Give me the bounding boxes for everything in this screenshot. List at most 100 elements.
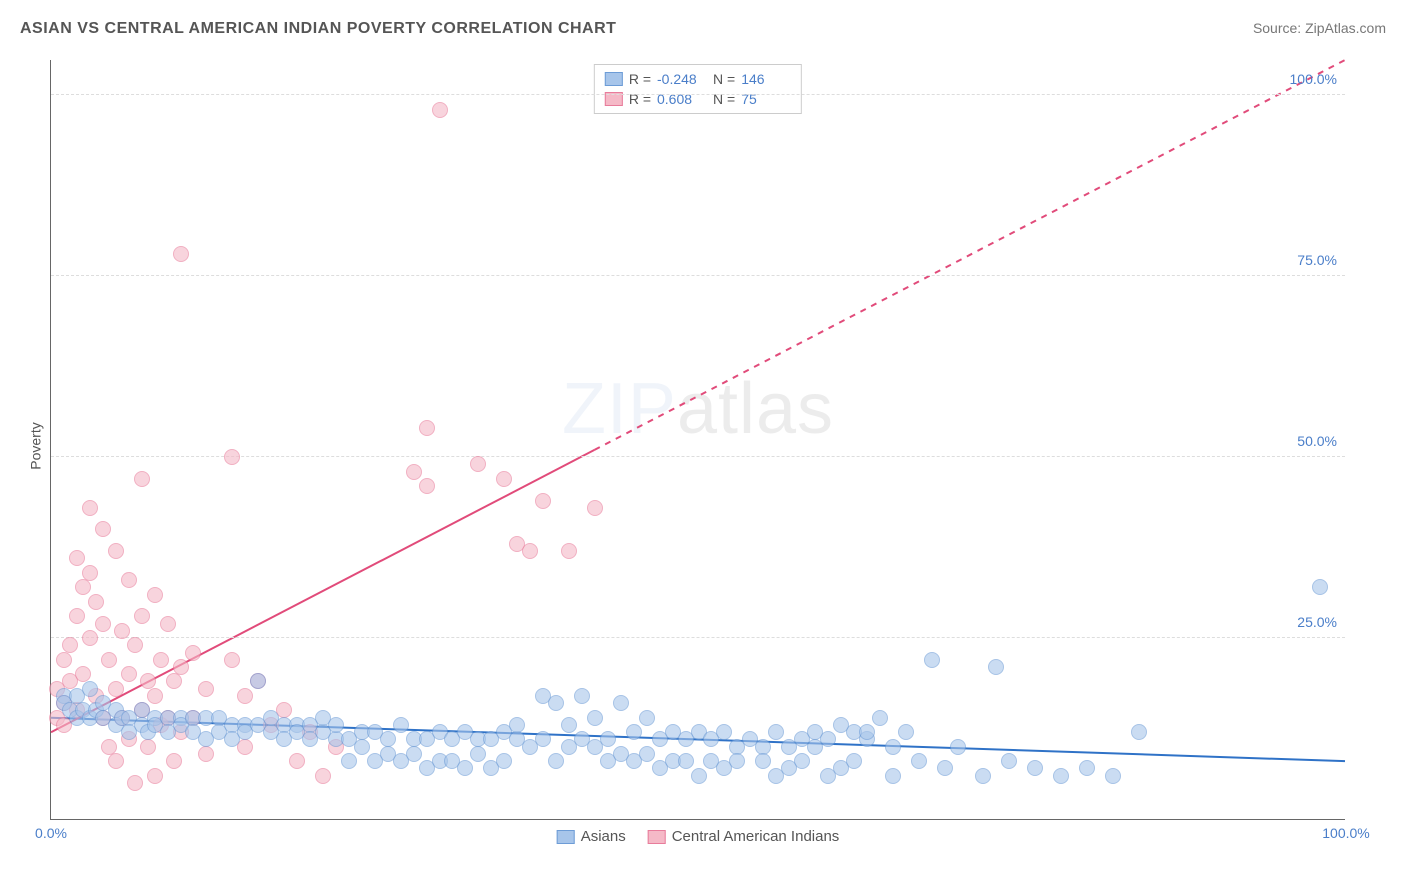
r-value: -0.248 bbox=[657, 71, 707, 87]
data-point bbox=[950, 739, 966, 755]
data-point bbox=[250, 673, 266, 689]
data-point bbox=[1105, 768, 1121, 784]
data-point bbox=[470, 746, 486, 762]
data-point bbox=[69, 608, 85, 624]
data-point bbox=[911, 753, 927, 769]
data-point bbox=[354, 739, 370, 755]
data-point bbox=[121, 666, 137, 682]
data-point bbox=[1131, 724, 1147, 740]
data-point bbox=[872, 710, 888, 726]
data-point bbox=[1027, 760, 1043, 776]
gridline bbox=[51, 94, 1345, 95]
legend-label: Central American Indians bbox=[672, 828, 840, 845]
data-point bbox=[108, 753, 124, 769]
data-point bbox=[121, 572, 137, 588]
data-point bbox=[328, 717, 344, 733]
data-point bbox=[166, 673, 182, 689]
data-point bbox=[794, 753, 810, 769]
data-point bbox=[613, 695, 629, 711]
n-value: 146 bbox=[741, 71, 791, 87]
data-point bbox=[768, 724, 784, 740]
data-point bbox=[898, 724, 914, 740]
gridline bbox=[51, 456, 1345, 457]
data-point bbox=[393, 717, 409, 733]
watermark-zip: ZIP bbox=[562, 369, 677, 449]
y-tick-label: 25.0% bbox=[1297, 614, 1337, 630]
data-point bbox=[160, 616, 176, 632]
data-point bbox=[859, 724, 875, 740]
data-point bbox=[729, 753, 745, 769]
data-point bbox=[522, 543, 538, 559]
data-point bbox=[561, 543, 577, 559]
data-point bbox=[1001, 753, 1017, 769]
y-tick-label: 100.0% bbox=[1290, 71, 1337, 87]
data-point bbox=[69, 550, 85, 566]
data-point bbox=[134, 471, 150, 487]
trend-lines-svg bbox=[51, 60, 1345, 819]
data-point bbox=[134, 608, 150, 624]
data-point bbox=[587, 710, 603, 726]
data-point bbox=[82, 565, 98, 581]
data-point bbox=[885, 768, 901, 784]
data-point bbox=[457, 760, 473, 776]
y-axis-label: Poverty bbox=[28, 422, 44, 469]
data-point bbox=[561, 717, 577, 733]
n-label: N = bbox=[713, 71, 735, 87]
data-point bbox=[406, 746, 422, 762]
data-point bbox=[315, 768, 331, 784]
data-point bbox=[82, 681, 98, 697]
data-point bbox=[56, 652, 72, 668]
data-point bbox=[470, 456, 486, 472]
watermark: ZIPatlas bbox=[562, 368, 834, 450]
data-point bbox=[237, 688, 253, 704]
data-point bbox=[574, 688, 590, 704]
data-point bbox=[535, 731, 551, 747]
data-point bbox=[108, 681, 124, 697]
data-point bbox=[496, 471, 512, 487]
data-point bbox=[406, 464, 422, 480]
legend-row: R = 0.608 N = 75 bbox=[605, 89, 791, 109]
data-point bbox=[341, 753, 357, 769]
chart-plot-area: ZIPatlas R = -0.248 N = 146 R = 0.608 N … bbox=[50, 60, 1345, 820]
data-point bbox=[224, 652, 240, 668]
correlation-legend: R = -0.248 N = 146 R = 0.608 N = 75 bbox=[594, 64, 802, 114]
data-point bbox=[127, 637, 143, 653]
gridline bbox=[51, 275, 1345, 276]
data-point bbox=[846, 753, 862, 769]
data-point bbox=[82, 500, 98, 516]
data-point bbox=[419, 478, 435, 494]
data-point bbox=[639, 746, 655, 762]
data-point bbox=[147, 688, 163, 704]
data-point bbox=[198, 746, 214, 762]
data-point bbox=[988, 659, 1004, 675]
data-point bbox=[114, 623, 130, 639]
r-label: R = bbox=[629, 71, 651, 87]
data-point bbox=[432, 102, 448, 118]
legend-item: Central American Indians bbox=[648, 828, 840, 845]
data-point bbox=[1312, 579, 1328, 595]
data-point bbox=[587, 500, 603, 516]
data-point bbox=[108, 543, 124, 559]
data-point bbox=[75, 579, 91, 595]
legend-row: R = -0.248 N = 146 bbox=[605, 69, 791, 89]
legend-label: Asians bbox=[581, 828, 626, 845]
data-point bbox=[173, 659, 189, 675]
series-legend: Asians Central American Indians bbox=[557, 828, 840, 845]
data-point bbox=[885, 739, 901, 755]
data-point bbox=[975, 768, 991, 784]
data-point bbox=[101, 652, 117, 668]
gridline bbox=[51, 637, 1345, 638]
data-point bbox=[691, 768, 707, 784]
y-tick-label: 75.0% bbox=[1297, 252, 1337, 268]
chart-container: ASIAN VS CENTRAL AMERICAN INDIAN POVERTY… bbox=[0, 0, 1406, 892]
data-point bbox=[678, 753, 694, 769]
data-point bbox=[153, 652, 169, 668]
data-point bbox=[548, 695, 564, 711]
data-point bbox=[95, 616, 111, 632]
data-point bbox=[639, 710, 655, 726]
chart-title: ASIAN VS CENTRAL AMERICAN INDIAN POVERTY… bbox=[20, 20, 616, 38]
data-point bbox=[496, 753, 512, 769]
data-point bbox=[127, 775, 143, 791]
data-point bbox=[509, 717, 525, 733]
swatch-series-b bbox=[648, 830, 666, 844]
